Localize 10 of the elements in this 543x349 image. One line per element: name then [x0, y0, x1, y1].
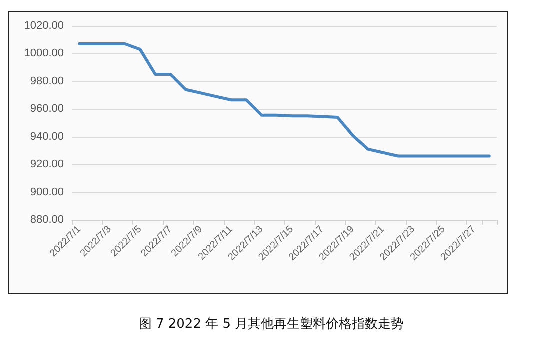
- y-tick-label: 920.00: [30, 158, 64, 171]
- y-tick-label: 980.00: [30, 75, 64, 88]
- y-tick-label: 880.00: [30, 214, 64, 226]
- y-tick-label: 960.00: [30, 103, 64, 116]
- line-series: [78, 42, 491, 158]
- text: 图 7 2022 年 5 月其他再生塑料价格指数走势: [138, 316, 406, 333]
- y-tick-label: 1000.00: [24, 48, 64, 60]
- y-tick-label: 1020.00: [24, 20, 64, 32]
- y-tick-label: 940.00: [30, 130, 64, 143]
- y-tick-label: 900.00: [30, 186, 64, 198]
